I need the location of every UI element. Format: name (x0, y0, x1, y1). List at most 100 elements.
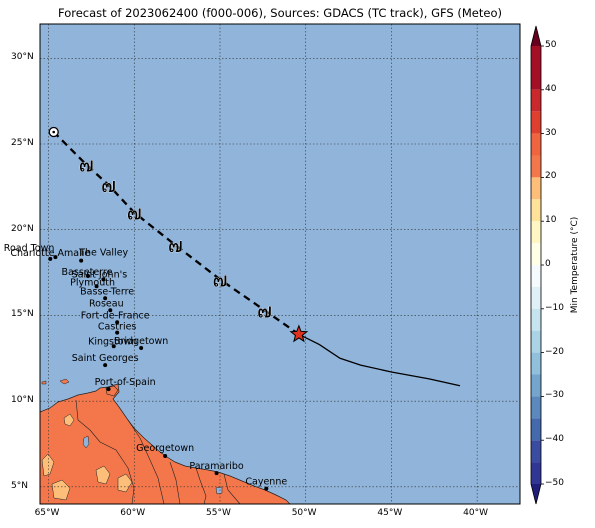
colorbar-band (531, 352, 541, 375)
track-forecast-line (52, 131, 300, 336)
city-label: Cayenne (245, 477, 287, 488)
city-dot (106, 387, 111, 392)
colorbar-band (531, 440, 541, 463)
tropical-storm-icon: ๗ (168, 233, 183, 257)
colorbar-extend-max (531, 26, 541, 46)
lake (82, 435, 90, 449)
lat-tick-label: 5°N (11, 480, 28, 491)
tropical-storm-icon: ๗ (212, 267, 227, 291)
colorbar-tick-label: 40 (545, 83, 557, 94)
city-dot (53, 255, 58, 260)
city-dot (103, 363, 108, 368)
tropical-storm-icon: ๗ (127, 201, 142, 225)
city-dot (264, 486, 269, 491)
colorbar-tick-label: −20 (545, 346, 564, 357)
colorbar-tick-label: 0 (545, 259, 551, 269)
colorbar (530, 25, 544, 505)
lat-tick-label: 15°N (11, 309, 34, 320)
city-dot (115, 330, 120, 335)
small-island (59, 378, 70, 385)
colorbar-band (531, 46, 541, 90)
city-label: Georgetown (136, 443, 194, 454)
lon-tick-label: 65°W (34, 508, 60, 518)
city-dot (48, 256, 53, 261)
city-label: Roseau (89, 298, 124, 309)
colorbar-tick-label: 30 (545, 127, 557, 138)
colorbar-band (531, 286, 541, 309)
tropical-storm-icon: ๗ (79, 153, 94, 177)
colorbar-band (531, 243, 541, 265)
map-frame (39, 23, 521, 505)
city-label: Saint Georges (72, 353, 139, 364)
colorbar-label: Min Temperature (°C) (570, 216, 580, 314)
lat-tick-label: 30°N (11, 52, 34, 63)
lon-tick-label: 40°W (463, 508, 488, 518)
city-label: Fort-de-France (81, 310, 150, 321)
colorbar-band (531, 374, 541, 397)
city-label: Kingstown (88, 336, 137, 347)
city-dot (101, 277, 106, 282)
city-label: Plymouth (70, 277, 115, 288)
track-past-line (298, 333, 461, 387)
colorbar-band (531, 308, 541, 331)
city-label: Basseterre (62, 267, 113, 278)
colorbar-band (531, 111, 541, 134)
city-dot (108, 308, 113, 313)
lat-tick-label: 25°N (11, 138, 34, 148)
colorbar-band (531, 396, 541, 419)
map-title: Forecast of 2023062400 (f000-006), Sourc… (58, 6, 502, 20)
city-dot (86, 274, 90, 278)
colorbar-band (531, 221, 541, 244)
city-dot (115, 320, 120, 325)
city-dot (139, 346, 144, 350)
city-label: Road Town (4, 243, 55, 254)
lat-tick-label: 20°N (11, 223, 34, 234)
colorbar-band (531, 199, 541, 222)
city-label: Paramaribo (189, 461, 244, 472)
warm-patch (95, 465, 111, 485)
lat-tick-label: 10°N (11, 395, 34, 406)
city-label: Bridgetown (114, 336, 168, 347)
colorbar-band (531, 462, 541, 484)
colorbar-band (531, 418, 541, 441)
colorbar-tick-label: −10 (545, 302, 564, 313)
colorbar-band (531, 330, 541, 353)
lon-tick-label: 50°W (291, 508, 317, 518)
warm-patch (63, 413, 75, 427)
colorbar-tick-label: 10 (545, 215, 557, 226)
colorbar-band (531, 133, 541, 156)
lon-tick-label: 45°W (377, 508, 403, 518)
colorbar-tick-label: −50 (545, 478, 564, 488)
city-label: Saint John's (72, 269, 128, 280)
colorbar-band (531, 89, 541, 112)
city-dot (163, 454, 168, 458)
warm-patch (51, 479, 71, 501)
graticule (40, 24, 520, 504)
colorbar-tick-label: −30 (545, 390, 564, 401)
colorbar-tick-label: 20 (545, 171, 557, 182)
city-label: Port-of-Spain (95, 377, 156, 388)
colorbar-band (531, 265, 541, 287)
tropical-storm-icon: ๗ (101, 173, 116, 197)
colorbar-band (531, 177, 541, 200)
city-dot (111, 344, 116, 349)
city-dot (214, 471, 219, 476)
city-label: Basse-Terre (80, 286, 134, 297)
small-island (41, 380, 47, 385)
city-label: Charlotte Amalie (10, 248, 90, 259)
city-label: The Valley (78, 248, 128, 259)
tropical-storm-icon: ๗ (257, 298, 272, 322)
colorbar-band (531, 155, 541, 178)
city-dot (79, 258, 84, 263)
colorbar-tick-label: −40 (545, 434, 564, 445)
city-dot (103, 296, 108, 301)
track-end-marker-dot (52, 130, 56, 134)
city-label: Castries (98, 322, 137, 333)
current-position-star-icon (289, 324, 309, 343)
lon-tick-label: 55°W (206, 508, 231, 518)
city-dot (94, 284, 99, 289)
colorbar-extend-min (531, 484, 541, 504)
